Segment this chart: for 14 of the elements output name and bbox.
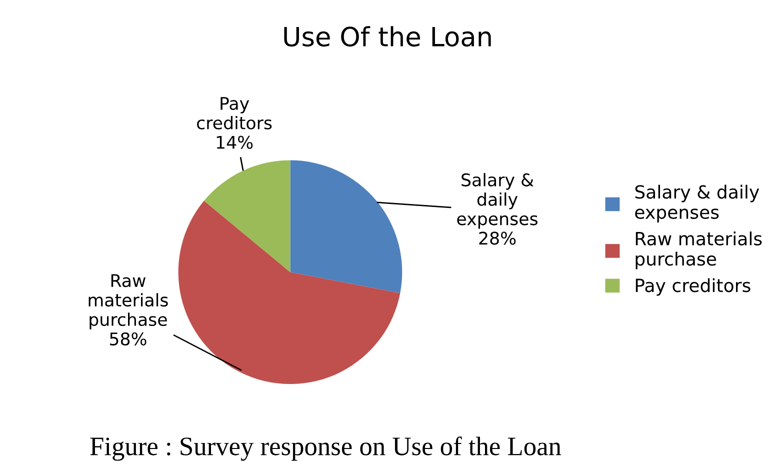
pie-slice <box>178 200 400 384</box>
chart-title: Use Of the Loan <box>284 26 491 47</box>
data-label: 14% <box>216 136 253 149</box>
legend-label: Raw materials purchase <box>636 232 762 270</box>
slice-label: Salary & daily expenses <box>457 173 538 229</box>
data-label: 58% <box>110 332 146 346</box>
data-label: 28% <box>479 232 516 245</box>
slice-label: Pay creditors <box>197 97 272 130</box>
pie-slice <box>204 160 290 272</box>
legend-label: Salary & daily expenses <box>635 184 760 222</box>
pie-slice <box>290 160 402 294</box>
text: Figure : Survey response on Use of the Loan <box>90 436 562 461</box>
legend-label: Pay creditors <box>636 278 750 296</box>
slice-label: Raw materials purchase <box>88 274 168 330</box>
